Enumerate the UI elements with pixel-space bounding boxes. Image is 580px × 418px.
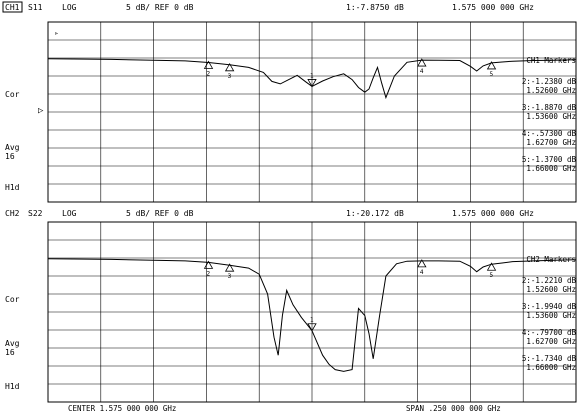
ch2-id: CH2 [5,209,20,218]
ch2-hld-label: H1d [5,382,20,391]
ch2-marker5-freq: 1.66000 GHz [526,363,576,372]
ch1-grid [47,21,577,203]
ch2-marker5-value: 5:-1.7340 dB [522,354,577,363]
ch1-marker-freq: 1.575 000 000 GHz [452,3,534,12]
ch1-marker-1-label: 1 [310,72,314,79]
ch1-format: LOG [62,3,77,12]
ch1-avg-label: Avg [5,143,20,152]
footer: CENTER 1.575 000 000 GHz SPAN .250 000 0… [68,404,501,413]
ch1-scale: 5 dB/ REF 0 dB [126,3,194,12]
ch1-marker-1-glyph [307,79,317,88]
ch2-marker-3-label: 3 [228,273,232,280]
ch2-marker4-value: 4:-.79700 dB [522,328,577,337]
ch1-markers: 1 2 3 4 5 [203,58,497,88]
ch1-marker4-freq: 1.62700 GHz [526,138,576,147]
ch2-trace [47,258,577,372]
ch1-marker-5-label: 5 [490,71,494,78]
ch2-marker-4-label: 4 [420,269,424,276]
ch2-marker-2: 2 [203,260,214,277]
ch2-marker-1: 1 [307,317,317,332]
ch1-marker-2-label: 2 [207,70,211,77]
ch2-scale: 5 dB/ REF 0 dB [126,209,194,218]
ch2-avg-count: 16 [5,348,15,357]
ch2-marker-5-label: 5 [490,272,494,279]
ch2-param: S22 [28,209,43,218]
ch2-side-labels: Cor Avg 16 H1d [5,295,20,391]
ch2-markers: 1 2 3 4 5 [203,259,497,332]
ch2-active-marker: 1:-20.172 dB [346,209,404,218]
ch2-grid [47,221,577,403]
ch1-reference-arrow: ▷ [38,106,44,116]
ch2-avg-label: Avg [5,339,20,348]
ch2-marker-panel-title: CH2 Markers [526,255,576,264]
ch1-marker-5-glyph [486,61,497,70]
ch2-marker-1-label: 1 [310,317,314,324]
ch2-marker-3-glyph [224,263,235,272]
ch1-marker-5: 5 [486,61,497,78]
ch2-marker-panel: CH2 Markers 2:-1.2210 dB 1.52600 GHz 3:-… [522,255,577,372]
ch2-marker-3: 3 [224,263,235,280]
ch2-marker2-value: 2:-1.2210 dB [522,276,577,285]
ch1-marker2-value: 2:-1.2380 dB [522,77,577,86]
ch2-format: LOG [62,209,77,218]
ch1-id-box [2,1,23,13]
span-frequency: SPAN .250 000 000 GHz [406,404,501,413]
ch1-marker3-freq: 1.53600 GHz [526,112,576,121]
ch2-marker-freq: 1.575 000 000 GHz [452,209,534,218]
ch2-marker3-freq: 1.53600 GHz [526,311,576,320]
ch1-marker4-value: 4:-.57300 dB [522,129,577,138]
ch1-avg-count: 16 [5,152,15,161]
ch1-marker-3-glyph [224,62,235,72]
ch1-param: S11 [28,3,43,12]
ch1-marker-4-label: 4 [420,68,424,75]
ch1-id: CH1 [5,3,20,12]
ch1-marker-symbol: ⊳ [55,31,58,37]
ch2-marker-1-glyph [307,323,317,332]
ch1-marker-4-glyph [417,58,427,67]
ch1-marker-1: 1 [307,72,317,88]
ch1-marker5-value: 5:-1.3700 dB [522,155,577,164]
ch1-marker-3: 3 [224,62,235,80]
ch1-header: CH1 S11 LOG 5 dB/ REF 0 dB 1:-7.8750 dB … [2,1,534,13]
ch1-marker-panel: CH1 Markers 2:-1.2380 dB 1.52600 GHz 3:-… [522,56,577,173]
ch1-hld-label: H1d [5,183,20,192]
ch1-side-labels: Cor Avg 16 H1d ▷ [5,90,44,192]
center-frequency: CENTER 1.575 000 000 GHz [68,404,176,413]
ch1-active-marker: 1:-7.8750 dB [346,3,404,12]
ch1-marker-panel-title: CH1 Markers [526,56,576,65]
ch2-header: CH2 S22 LOG 5 dB/ REF 0 dB 1:-20.172 dB … [5,209,534,218]
ch1-marker-3-label: 3 [228,73,232,80]
ch2-marker3-value: 3:-1.9940 dB [522,302,577,311]
ch1-cor-label: Cor [5,90,20,99]
ch1-marker2-freq: 1.52600 GHz [526,86,576,95]
ch2-marker4-freq: 1.62700 GHz [526,337,576,346]
ch1-trace [47,58,577,100]
ch1-marker-2: 2 [203,60,214,77]
ch1-marker3-value: 3:-1.8870 dB [522,103,577,112]
ch1-marker-2-glyph [203,60,214,69]
ch2-cor-label: Cor [5,295,20,304]
ch2-marker-2-glyph [203,260,214,269]
ch1-marker5-freq: 1.66000 GHz [526,164,576,173]
ch2-marker-5-glyph [486,262,497,271]
ch2-marker2-freq: 1.52600 GHz [526,285,576,294]
ch2-marker-4-glyph [417,259,427,268]
ch2-marker-2-label: 2 [207,270,211,277]
ch1-marker-4: 4 [417,58,427,75]
ch2-marker-4: 4 [417,259,427,276]
ch2-marker-5: 5 [486,262,497,279]
